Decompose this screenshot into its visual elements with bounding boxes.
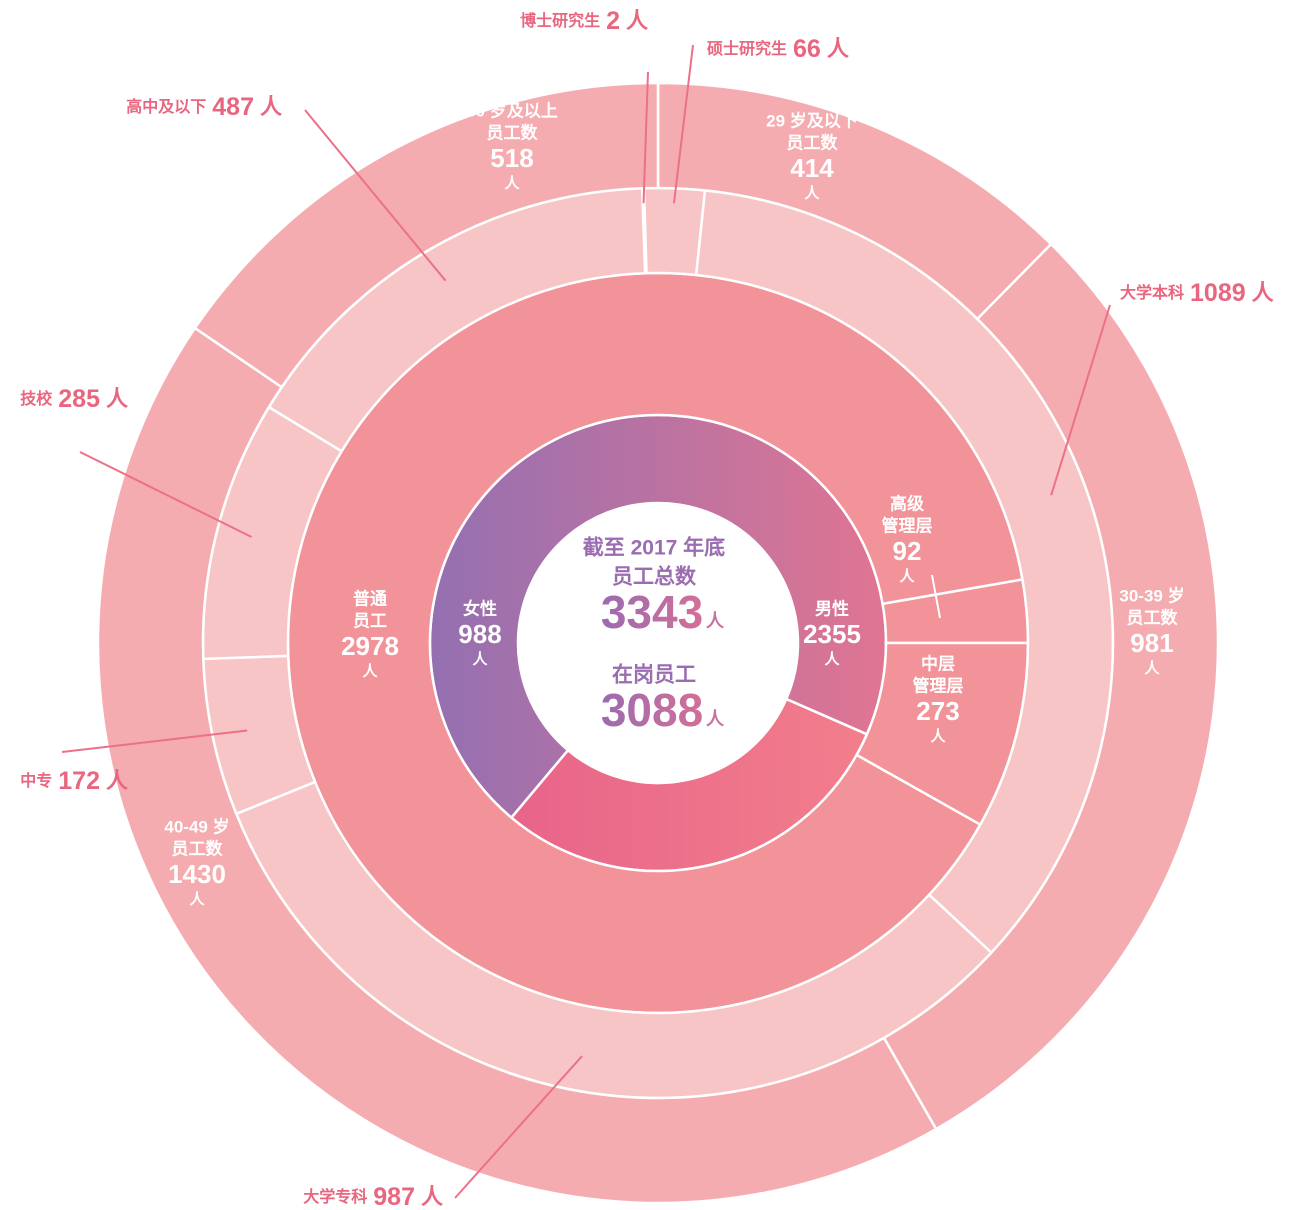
value-label: 2978 bbox=[341, 631, 399, 661]
category-label: 40-49 岁 bbox=[164, 816, 229, 836]
category-label: 员工数 bbox=[172, 838, 224, 858]
center-text: 截至 2017 年底 员工总数 3343 人 在岗员工 3088 人 bbox=[583, 536, 725, 737]
value-label: 981 bbox=[1130, 628, 1173, 658]
value-label: 1430 bbox=[168, 859, 226, 889]
unit: 人 bbox=[626, 8, 648, 33]
unit: 人 bbox=[824, 651, 840, 668]
pointer bbox=[931, 574, 941, 619]
education-label: 大学本科 1089 人 bbox=[1120, 279, 1274, 307]
category-label: 30-39 岁 bbox=[1119, 585, 1184, 605]
category-label: 管理层 bbox=[882, 515, 933, 535]
value-label: 66 bbox=[793, 35, 821, 63]
leader-line bbox=[642, 71, 649, 204]
education-label: 硕士研究生 66 人 bbox=[707, 35, 849, 63]
category-label: 员工 bbox=[353, 611, 387, 630]
unit: 人 bbox=[804, 185, 820, 202]
unit: 人 bbox=[899, 568, 915, 585]
total-value: 3343 bbox=[601, 586, 703, 638]
rings bbox=[96, 81, 1220, 1205]
category-label: 女性 bbox=[463, 598, 497, 618]
value-label: 487 bbox=[212, 93, 254, 121]
category-label: 大学本科 bbox=[1120, 283, 1184, 302]
category-label: 大学专科 bbox=[303, 1187, 367, 1206]
unit: 人 bbox=[106, 386, 128, 411]
leader-line bbox=[304, 109, 447, 282]
value-label: 1089 bbox=[1190, 279, 1246, 307]
value-label: 518 bbox=[490, 143, 533, 173]
leader-line bbox=[61, 729, 248, 753]
category-label: 硕士研究生 bbox=[707, 39, 787, 58]
center-line: 员工总数 bbox=[612, 565, 697, 589]
education-label: 中专 172 人 bbox=[20, 767, 128, 795]
category-label: 中专 bbox=[20, 771, 52, 790]
category-label: 员工数 bbox=[1127, 607, 1179, 627]
category-label: 员工数 bbox=[787, 132, 839, 152]
on-duty-value: 3088 bbox=[601, 684, 703, 736]
labels: 男性2355人女性988人高级管理层92人中层管理层273人普通员工2978人2… bbox=[20, 7, 1273, 1210]
value-label: 92 bbox=[893, 536, 922, 566]
on-duty-label: 在岗员工 bbox=[612, 663, 696, 687]
segment bbox=[882, 242, 1220, 1131]
unit: 人 bbox=[504, 175, 520, 192]
value-label: 172 bbox=[58, 767, 100, 795]
category-label: 普通 bbox=[353, 588, 387, 608]
category-label: 技校 bbox=[20, 389, 53, 408]
leader-line bbox=[1050, 304, 1111, 496]
unit: 人 bbox=[930, 728, 946, 745]
unit: 人 bbox=[1252, 280, 1274, 305]
education-label: 高中及以下 487 人 bbox=[126, 93, 282, 121]
leader-line bbox=[672, 44, 694, 204]
category-label: 高中及以下 bbox=[126, 97, 206, 116]
unit: 人 bbox=[421, 1184, 443, 1209]
category-label: 高级 bbox=[890, 493, 924, 513]
leader-line bbox=[79, 451, 253, 538]
category-label: 管理层 bbox=[913, 675, 964, 695]
unit: 人 bbox=[260, 94, 282, 119]
unit: 人 bbox=[827, 36, 849, 61]
unit: 人 bbox=[1144, 660, 1160, 677]
value-label: 988 bbox=[458, 619, 501, 649]
category-label: 50 岁及以上 bbox=[466, 100, 558, 120]
category-label: 员工数 bbox=[487, 122, 539, 142]
unit: 人 bbox=[706, 709, 725, 729]
education-label: 技校 285 人 bbox=[20, 385, 128, 413]
segment bbox=[193, 81, 660, 389]
value-label: 2355 bbox=[803, 619, 861, 649]
value-label: 273 bbox=[916, 696, 959, 726]
unit: 人 bbox=[106, 768, 128, 793]
unit: 人 bbox=[706, 611, 725, 631]
education-label: 大学专科 987 人 bbox=[303, 1183, 443, 1210]
value-label: 285 bbox=[58, 385, 100, 413]
category-label: 男性 bbox=[815, 598, 849, 618]
category-label: 中层 bbox=[921, 653, 955, 673]
value-label: 414 bbox=[790, 153, 834, 183]
value-label: 987 bbox=[373, 1183, 415, 1210]
education-label: 博士研究生 2 人 bbox=[520, 7, 648, 35]
value-label: 2 bbox=[606, 7, 620, 35]
category-label: 博士研究生 bbox=[520, 11, 600, 30]
unit: 人 bbox=[189, 891, 205, 908]
category-label: 29 岁及以下 bbox=[766, 110, 858, 130]
unit: 人 bbox=[472, 651, 488, 668]
leader-line bbox=[454, 1055, 583, 1199]
unit: 人 bbox=[362, 663, 378, 680]
center-line: 截至 2017 年底 bbox=[583, 536, 725, 560]
